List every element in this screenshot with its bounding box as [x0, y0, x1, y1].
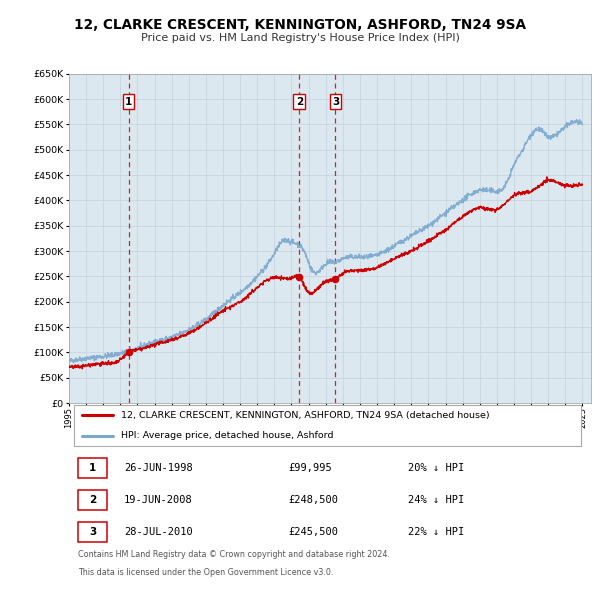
- Text: 20% ↓ HPI: 20% ↓ HPI: [409, 463, 464, 473]
- Text: 3: 3: [332, 97, 339, 107]
- Text: This data is licensed under the Open Government Licence v3.0.: This data is licensed under the Open Gov…: [79, 568, 334, 576]
- Text: £245,500: £245,500: [288, 527, 338, 537]
- Text: 24% ↓ HPI: 24% ↓ HPI: [409, 495, 464, 505]
- Text: HPI: Average price, detached house, Ashford: HPI: Average price, detached house, Ashf…: [121, 431, 334, 440]
- Text: 3: 3: [89, 527, 97, 537]
- FancyBboxPatch shape: [79, 490, 107, 510]
- Text: 26-JUN-1998: 26-JUN-1998: [124, 463, 193, 473]
- Text: 22% ↓ HPI: 22% ↓ HPI: [409, 527, 464, 537]
- Text: 2: 2: [296, 97, 303, 107]
- Text: 12, CLARKE CRESCENT, KENNINGTON, ASHFORD, TN24 9SA (detached house): 12, CLARKE CRESCENT, KENNINGTON, ASHFORD…: [121, 411, 490, 419]
- Text: 12, CLARKE CRESCENT, KENNINGTON, ASHFORD, TN24 9SA: 12, CLARKE CRESCENT, KENNINGTON, ASHFORD…: [74, 18, 526, 32]
- Text: 2: 2: [89, 495, 97, 505]
- Text: 1: 1: [125, 97, 132, 107]
- Text: £248,500: £248,500: [288, 495, 338, 505]
- FancyBboxPatch shape: [79, 522, 107, 542]
- Text: Price paid vs. HM Land Registry's House Price Index (HPI): Price paid vs. HM Land Registry's House …: [140, 33, 460, 43]
- Text: Contains HM Land Registry data © Crown copyright and database right 2024.: Contains HM Land Registry data © Crown c…: [79, 549, 390, 559]
- Text: 28-JUL-2010: 28-JUL-2010: [124, 527, 193, 537]
- FancyBboxPatch shape: [79, 458, 107, 478]
- Text: £99,995: £99,995: [288, 463, 332, 473]
- Text: 19-JUN-2008: 19-JUN-2008: [124, 495, 193, 505]
- Text: 1: 1: [89, 463, 97, 473]
- FancyBboxPatch shape: [74, 405, 581, 446]
